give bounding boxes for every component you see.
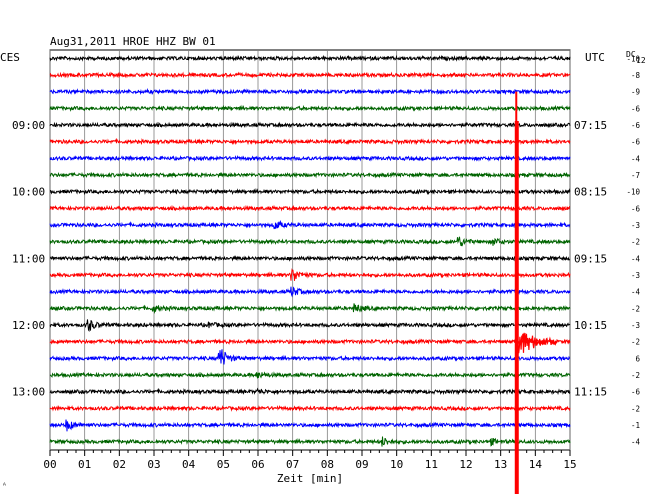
trace-row xyxy=(49,236,571,247)
x-tick-label: 15 xyxy=(563,458,576,471)
labels: Aug31,2011 HROE HHZ BW 01 CES UTC DC 12 … xyxy=(0,35,646,490)
dc-offset-label: -6 xyxy=(631,104,641,113)
left-hour-label: 10:00 xyxy=(12,186,45,199)
x-tick-label: 00 xyxy=(43,458,56,471)
right-time-label: 11:15 xyxy=(574,386,607,399)
earthquake-band xyxy=(514,121,519,494)
dc-offset-label: -4 xyxy=(631,154,641,163)
left-hour-label: 09:00 xyxy=(12,119,45,132)
trace-row xyxy=(49,286,571,298)
trace-row xyxy=(49,404,571,412)
trace-row xyxy=(49,319,571,332)
x-tick-label: 08 xyxy=(321,458,334,471)
trace-row xyxy=(49,171,571,179)
trace-row xyxy=(49,121,571,129)
grid xyxy=(49,49,571,456)
x-tick-label: 14 xyxy=(529,458,543,471)
x-tick-label: 02 xyxy=(113,458,126,471)
dc-offset-label: -4 xyxy=(631,288,641,297)
dc-offset-label: -2 xyxy=(631,238,640,247)
trace-row xyxy=(49,338,571,346)
dc-offset-label: -2 xyxy=(631,338,640,347)
overlay xyxy=(514,91,557,494)
dc-offset-label: -3 xyxy=(631,321,640,330)
dc-offset-label: -6 xyxy=(631,121,641,130)
trace-row xyxy=(49,87,571,96)
x-tick-label: 10 xyxy=(390,458,403,471)
trace-row xyxy=(49,219,571,230)
trace-row xyxy=(49,204,571,212)
x-tick-label: 09 xyxy=(355,458,368,471)
chart-title: Aug31,2011 HROE HHZ BW 01 xyxy=(50,35,216,48)
x-tick-label: 07 xyxy=(286,458,299,471)
trace-row xyxy=(49,387,571,396)
left-unit-label: CES xyxy=(0,51,20,64)
x-tick-label: 04 xyxy=(182,458,196,471)
left-hour-label: 11:00 xyxy=(12,252,45,265)
x-tick-label: 12 xyxy=(459,458,472,471)
trace-row xyxy=(49,303,571,314)
x-tick-label: 03 xyxy=(147,458,160,471)
traces xyxy=(49,54,571,447)
dc-offset-label: -3 xyxy=(631,221,640,230)
dc-offset-label: -1 xyxy=(631,421,640,430)
x-tick-label: 13 xyxy=(494,458,507,471)
dc-offset-label: -7 xyxy=(631,171,640,180)
dc-offset-label: -10 xyxy=(626,54,640,63)
dc-offset-label: 6 xyxy=(635,354,640,363)
x-tick-label: 06 xyxy=(251,458,264,471)
dc-header: DC xyxy=(626,50,636,59)
earthquake-coda xyxy=(515,332,557,359)
right-unit-label: UTC xyxy=(585,51,605,64)
dc-offset-label: -8 xyxy=(631,71,641,80)
dc-offset-label: -6 xyxy=(631,138,641,147)
right-time-label: 07:15 xyxy=(574,119,607,132)
x-tick-label: 01 xyxy=(78,458,91,471)
trace-row xyxy=(49,154,571,162)
left-hour-label: 13:00 xyxy=(12,386,45,399)
x-axis-label: Zeit [min] xyxy=(277,472,343,485)
dc-offset-label: -6 xyxy=(631,204,641,213)
trace-row xyxy=(49,436,571,447)
corner-mark: ᴬ xyxy=(2,481,7,490)
trace-row xyxy=(49,187,571,196)
dc-offset-label: -4 xyxy=(631,438,641,447)
trace-row xyxy=(49,349,571,365)
dc-offset-label: -4 xyxy=(631,254,641,263)
dc-offset-label: -6 xyxy=(631,388,641,397)
trace-row xyxy=(49,137,571,146)
right-time-label: 09:15 xyxy=(574,252,607,265)
trace-row xyxy=(49,54,571,62)
dc-header-sub: 12 xyxy=(636,56,646,65)
x-tick-label: 11 xyxy=(425,458,438,471)
trace-row xyxy=(49,268,571,281)
dc-offset-label: -10 xyxy=(626,188,640,197)
x-tick-label: 05 xyxy=(217,458,230,471)
trace-row xyxy=(49,254,571,262)
dc-offset-label: -2 xyxy=(631,404,640,413)
trace-row xyxy=(49,71,571,79)
right-time-label: 08:15 xyxy=(574,186,607,199)
left-hour-label: 12:00 xyxy=(12,319,45,332)
trace-row xyxy=(49,419,571,432)
right-time-label: 10:15 xyxy=(574,319,607,332)
dc-offset-label: -2 xyxy=(631,304,640,313)
dc-offset-label: -3 xyxy=(631,271,640,280)
dc-offset-label: -2 xyxy=(631,371,640,380)
trace-row xyxy=(49,371,571,379)
trace-row xyxy=(49,104,571,112)
dc-offset-label: -9 xyxy=(631,88,640,97)
